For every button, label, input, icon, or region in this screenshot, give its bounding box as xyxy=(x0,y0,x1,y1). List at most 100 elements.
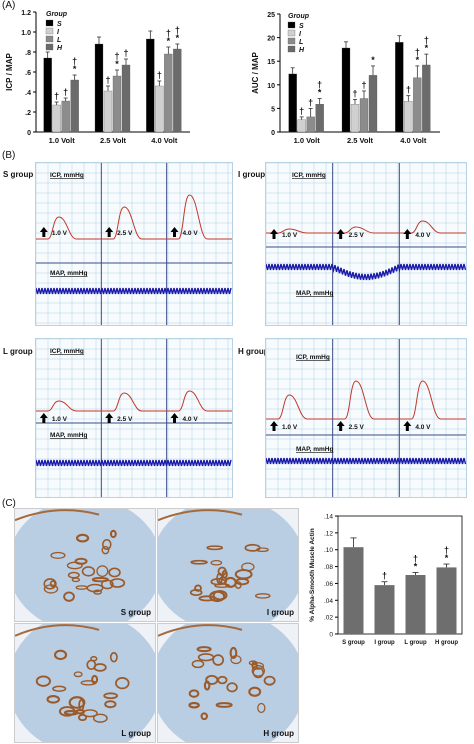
stained-vessel xyxy=(214,583,230,588)
legend-swatch xyxy=(45,19,54,27)
map-channel-label: MAP, mmHg xyxy=(296,290,333,297)
histology-s: S group xyxy=(14,508,156,622)
y-tick-label: 0 xyxy=(329,632,333,639)
x-tick-label: 2.5 Volt xyxy=(100,136,127,145)
stimulus-voltage-label: 4.0 V xyxy=(183,416,199,423)
stained-vessel xyxy=(102,539,112,550)
legend-label: H xyxy=(299,47,305,54)
panel-c-label: (C) xyxy=(2,498,16,509)
stained-vessel xyxy=(257,702,266,714)
bar xyxy=(103,90,113,133)
stained-vessel xyxy=(49,580,56,588)
stained-vessel xyxy=(91,674,99,685)
stimulus-arrow-icon xyxy=(270,229,278,239)
stained-vessel xyxy=(190,559,208,565)
stained-vessel xyxy=(217,566,227,577)
stained-vessel xyxy=(58,706,76,717)
significance-mark: † xyxy=(157,70,162,80)
icp-channel-label: ICP, mmHg xyxy=(292,172,326,179)
stained-vessel xyxy=(109,652,118,663)
stained-vessel xyxy=(101,545,110,555)
bar xyxy=(94,43,104,133)
panel-b-label: (B) xyxy=(2,150,16,161)
y-tick-label: 5 xyxy=(271,106,275,113)
stimulus-arrow-icon xyxy=(170,227,179,237)
x-tick-label: S group xyxy=(342,640,365,646)
significance-mark: † xyxy=(105,75,110,85)
stained-vessel xyxy=(229,646,238,660)
stained-vessel xyxy=(254,593,271,599)
stained-vessel xyxy=(198,595,216,602)
significance-mark: † xyxy=(54,91,59,101)
legend-label: I xyxy=(299,31,302,38)
stained-vessel xyxy=(251,665,265,677)
x-tick-label: 2.5 Volt xyxy=(347,136,374,145)
significance-mark: † xyxy=(382,571,387,581)
stimulus-arrow-icon xyxy=(105,413,114,423)
stained-vessel xyxy=(46,695,61,704)
significance-mark: * xyxy=(371,55,375,65)
recording-i: ICP, mmHg MAP, mmHg 1.0 V 2.5 V 4.0 V xyxy=(265,162,467,326)
icp-channel-label: ICP, mmHg xyxy=(296,354,330,361)
bar xyxy=(350,104,360,133)
y-tick-label: .08 xyxy=(324,564,333,571)
histology-i: I group xyxy=(157,508,299,622)
x-tick-label: L group xyxy=(404,640,427,646)
significance-mark: † xyxy=(317,79,322,89)
bar xyxy=(52,104,61,133)
significance-mark: † xyxy=(406,85,411,95)
stained-vessel xyxy=(189,589,203,597)
stained-vessel xyxy=(71,577,81,583)
stimulus-voltage-label: 4.0 V xyxy=(415,232,431,239)
legend-swatch xyxy=(287,21,296,29)
rec-group-label-i: I group xyxy=(238,170,266,179)
tissue-section xyxy=(15,624,155,742)
stained-vessel xyxy=(115,677,130,690)
recording-s: ICP, mmHg MAP, mmHg 1.0 V 2.5 V 4.0 V xyxy=(35,162,233,326)
stained-vessel xyxy=(188,689,200,698)
stimulus-voltage-label: 1.0 V xyxy=(52,230,68,237)
stained-vessel xyxy=(241,562,255,572)
stained-vessel xyxy=(35,675,51,687)
stained-vessel xyxy=(104,700,117,709)
y-tick-label: .14 xyxy=(324,514,333,521)
icp-channel-label: ICP, mmHg xyxy=(50,172,84,179)
significance-mark: * xyxy=(425,43,429,53)
x-tick-label: 1.0 Volt xyxy=(294,136,321,145)
legend-swatch xyxy=(287,29,296,37)
stained-vessel xyxy=(109,529,117,539)
stained-vessel xyxy=(248,686,262,697)
stained-vessel xyxy=(215,702,233,708)
significance-mark: † xyxy=(415,47,420,57)
map-channel-label: MAP, mmHg xyxy=(296,446,333,453)
y-tick-label: 10 xyxy=(267,83,275,90)
bar xyxy=(164,53,173,133)
legend-swatch xyxy=(287,45,296,53)
stained-vessel xyxy=(108,567,121,578)
icp-trace xyxy=(266,220,466,234)
bar xyxy=(61,100,70,133)
stained-vessel xyxy=(43,578,57,590)
bar xyxy=(404,101,413,133)
map-channel-label: MAP, mmHg xyxy=(50,432,87,439)
stimulus-voltage-label: 2.5 V xyxy=(117,230,133,237)
significance-mark: † xyxy=(352,88,357,98)
significance-mark: † xyxy=(444,545,449,555)
stained-vessel xyxy=(75,585,88,590)
bar xyxy=(359,98,369,133)
bar xyxy=(413,77,422,133)
recording-trace-svg: ICP, mmHg MAP, mmHg 1.0 V 2.5 V 4.0 V xyxy=(266,339,466,497)
stained-vessel xyxy=(53,649,68,661)
tunica-edge xyxy=(15,624,100,637)
x-tick-label: I group xyxy=(374,640,395,646)
stimulus-arrow-icon xyxy=(39,227,48,237)
stained-vessel xyxy=(206,545,224,551)
bar xyxy=(405,575,426,634)
x-tick-label: 4.0 Volt xyxy=(151,136,178,145)
histology-label: H group xyxy=(263,729,294,738)
stained-vessel xyxy=(200,712,208,721)
stained-vessel xyxy=(92,713,108,723)
stained-vessel xyxy=(109,578,126,588)
